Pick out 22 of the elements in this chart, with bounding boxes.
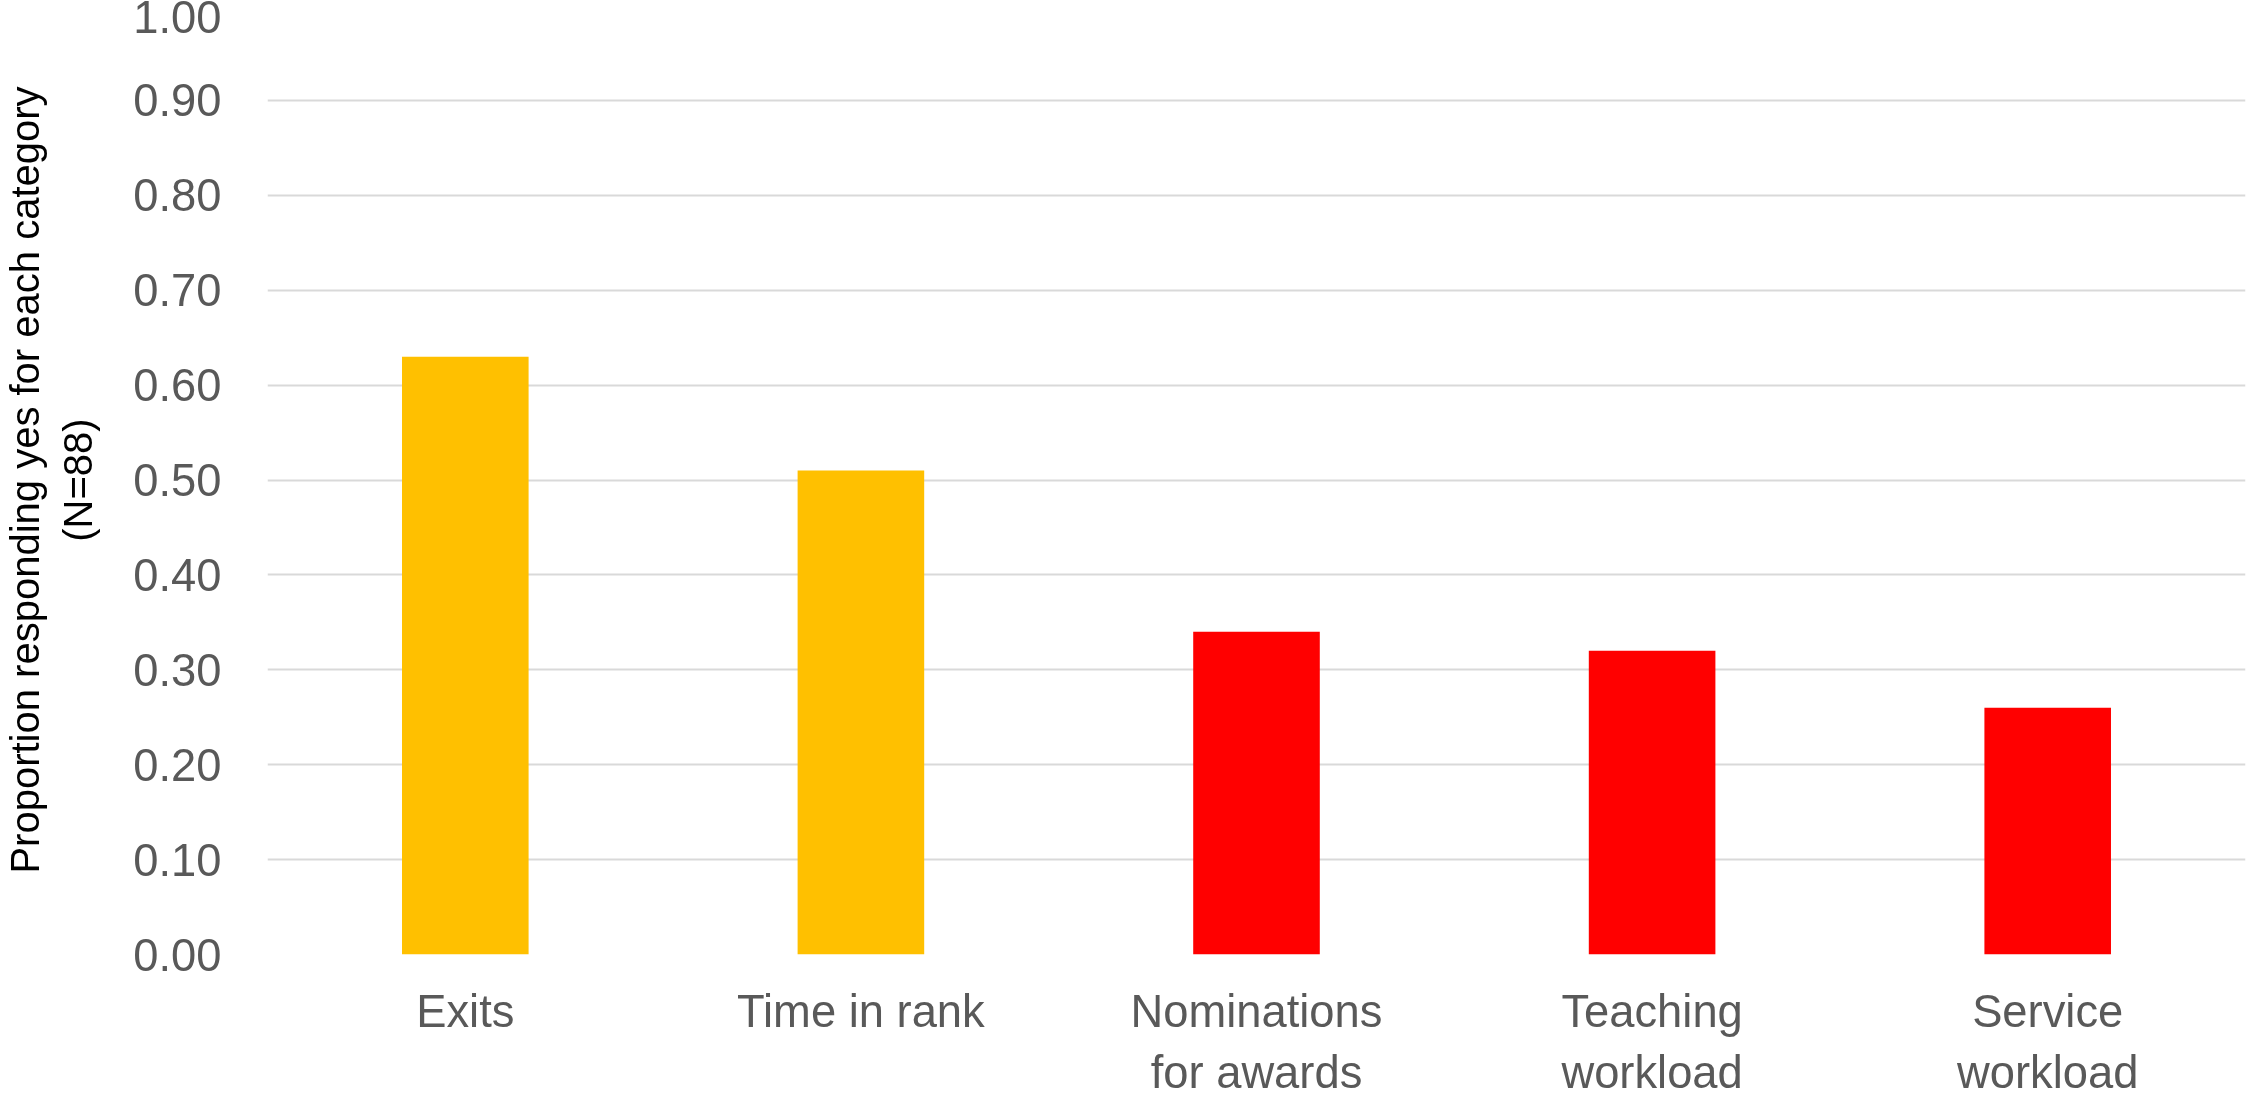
y-tick-label: 1.00	[133, 0, 222, 43]
y-tick-label: 0.10	[133, 834, 222, 886]
x-tick-label: Exits	[416, 985, 515, 1037]
bar	[402, 356, 529, 955]
x-tick-label: Nominations for awards	[1130, 985, 1383, 1098]
x-tick-label: Teaching workload	[1560, 985, 1743, 1098]
y-tick-label: 0.60	[133, 360, 222, 412]
y-tick-label: 0.40	[133, 549, 222, 601]
x-tick-label: Time in rank	[737, 985, 986, 1037]
bar	[1588, 650, 1716, 955]
y-tick-label: 0.70	[133, 265, 222, 317]
y-tick-label: 0.20	[133, 739, 222, 791]
bar	[1984, 707, 2111, 955]
y-tick-label: 0.50	[133, 455, 222, 506]
x-tick-label: Service workload	[1956, 985, 2139, 1098]
y-tick-label: 0.90	[133, 75, 222, 127]
y-tick-label: 0.30	[133, 644, 222, 696]
y-axis-title: Proportion responding yes for each category (N=88)	[3, 86, 101, 874]
bar	[797, 470, 925, 955]
bar	[1193, 631, 1320, 955]
y-tick-label: 0.80	[133, 170, 222, 222]
y-tick-label: 0.00	[133, 929, 222, 981]
